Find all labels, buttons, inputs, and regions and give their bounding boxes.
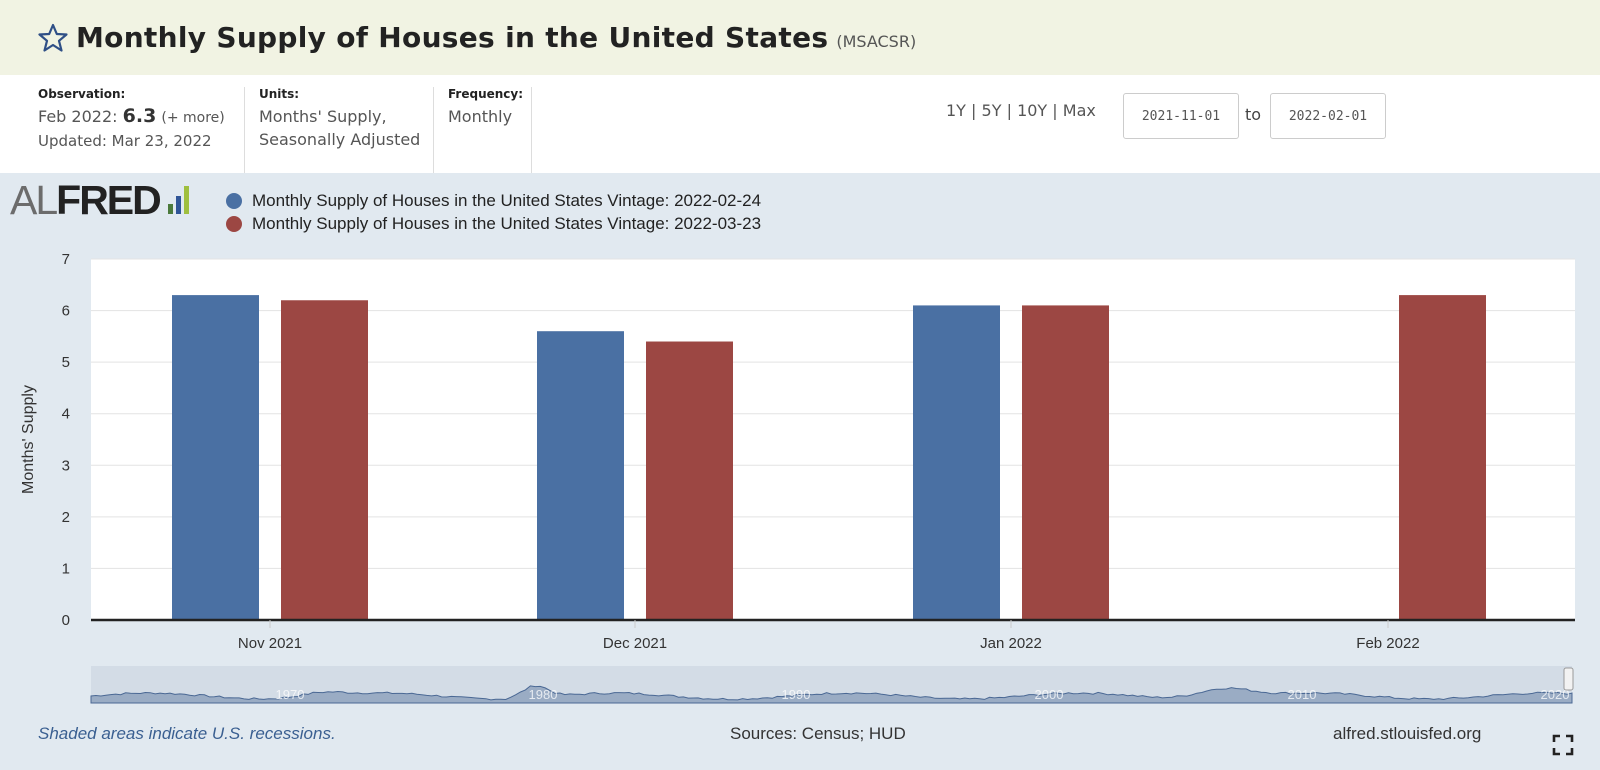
range-separator: | — [1006, 101, 1012, 120]
start-date-input[interactable]: 2021-11-01 — [1123, 93, 1239, 139]
observation-block: Observation: Feb 2022: 6.3 (+ more) Upda… — [38, 87, 225, 173]
logo-text-fred: FRED — [56, 176, 162, 223]
navigator-series — [90, 685, 1573, 704]
frequency-value: Monthly — [448, 107, 513, 126]
page-title: Monthly Supply of Houses in the United S… — [76, 21, 829, 54]
x-tick-label: Dec 2021 — [603, 635, 667, 652]
sources-text: Sources: Census; HUD — [730, 724, 906, 743]
observation-line: Feb 2022: 6.3 (+ more) — [38, 105, 225, 130]
range-10y-link[interactable]: 10Y — [1017, 101, 1048, 120]
alfred-logo[interactable]: AL FRED — [10, 177, 192, 223]
bar-series2 — [1399, 295, 1486, 620]
y-axis-title: Months' Supply — [20, 385, 37, 494]
bar-series2 — [646, 341, 733, 620]
y-tick-label: 7 — [62, 251, 70, 268]
meta-divider — [244, 87, 245, 173]
range-separator: | — [1052, 101, 1058, 120]
range-max-link[interactable]: Max — [1062, 101, 1096, 120]
units-line2: Seasonally Adjusted — [259, 130, 421, 149]
range-1y-link[interactable]: 1Y — [946, 101, 966, 120]
x-tick-label: Jan 2022 — [980, 635, 1042, 652]
y-tick-label: 2 — [62, 509, 70, 526]
navigator-handle[interactable] — [1563, 667, 1574, 691]
recession-note: Shaded areas indicate U.S. recessions. — [38, 724, 336, 743]
navigator-year-label: 2020 — [1541, 687, 1570, 702]
units-block: Units: Months' Supply, Seasonally Adjust… — [259, 87, 420, 173]
units-line1: Months' Supply, — [259, 107, 387, 126]
x-tick-label: Feb 2022 — [1356, 635, 1419, 652]
end-date-input[interactable]: 2022-02-01 — [1270, 93, 1386, 139]
navigator-year-label: 2010 — [1288, 687, 1317, 702]
x-tick-label: Nov 2021 — [238, 635, 302, 652]
title-bar: Monthly Supply of Houses in the United S… — [0, 0, 1600, 75]
y-tick-label: 5 — [62, 354, 70, 371]
y-tick-label: 6 — [62, 303, 70, 320]
frequency-block: Frequency: Monthly — [448, 87, 523, 173]
units-label: Units: — [259, 87, 300, 101]
y-tick-label: 3 — [62, 457, 70, 474]
y-tick-label: 0 — [62, 612, 70, 629]
navigator-year-label: 1990 — [782, 687, 811, 702]
meta-divider — [433, 87, 434, 173]
bar-series1 — [172, 295, 259, 620]
bar-series2 — [281, 300, 368, 620]
bar-series1 — [913, 305, 1000, 620]
legend-label-series2: Monthly Supply of Houses in the United S… — [252, 213, 762, 233]
range-links: 1Y | 5Y | 10Y | Max — [946, 101, 1096, 120]
observation-label: Observation: — [38, 87, 126, 101]
legend-item-series1[interactable]: Monthly Supply of Houses in the United S… — [226, 189, 761, 212]
legend-dot-series1 — [226, 192, 242, 209]
observation-period: Feb 2022: — [38, 107, 118, 126]
logo-bars-icon — [167, 186, 192, 214]
observation-value: 6.3 — [122, 105, 157, 127]
fullscreen-expand-icon[interactable] — [1552, 734, 1574, 756]
logo-text-al: AL — [10, 176, 58, 223]
series-id: (MSACSR) — [836, 32, 917, 51]
bar-chart: 0 1 2 3 4 5 6 7 Months' Supply Nov 2021 Dec 2021 Ja… — [20, 251, 1575, 704]
legend-dot-series2 — [226, 215, 242, 232]
bar-series2 — [1022, 305, 1109, 620]
meta-divider — [531, 87, 532, 173]
chart-legend: Monthly Supply of Houses in the United S… — [226, 189, 761, 235]
bar-series1 — [537, 331, 624, 620]
navigator-year-label: 1980 — [529, 687, 558, 702]
legend-label-series1: Monthly Supply of Houses in the United S… — [252, 190, 762, 210]
updated-date: Updated: Mar 23, 2022 — [38, 132, 212, 150]
series-meta: Observation: Feb 2022: 6.3 (+ more) Upda… — [0, 75, 1600, 173]
frequency-label: Frequency: — [448, 87, 524, 101]
range-5y-link[interactable]: 5Y — [981, 101, 1002, 120]
range-separator: | — [971, 101, 977, 120]
navigator-year-label: 1970 — [276, 687, 305, 702]
observation-more-link[interactable]: (+ more) — [161, 110, 225, 126]
site-link[interactable]: alfred.stlouisfed.org — [1333, 724, 1482, 743]
navigator-year-label: 2000 — [1035, 687, 1064, 702]
legend-item-series2[interactable]: Monthly Supply of Houses in the United S… — [226, 212, 761, 235]
star-outline-icon[interactable] — [38, 23, 68, 53]
range-to-label: to — [1245, 105, 1262, 124]
y-tick-label: 4 — [62, 406, 70, 423]
y-tick-label: 1 — [62, 560, 70, 577]
